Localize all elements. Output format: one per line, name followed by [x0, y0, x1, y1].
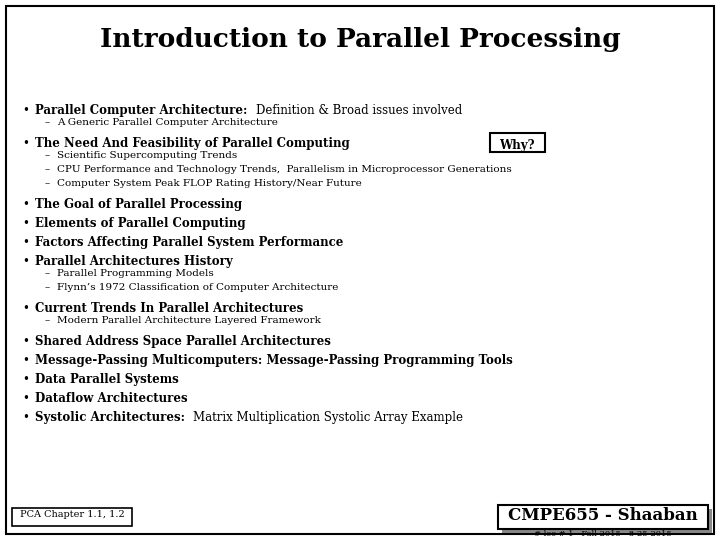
Text: •: • — [22, 354, 29, 367]
Text: Systolic Architectures:: Systolic Architectures: — [35, 411, 193, 424]
Text: Computer System Peak FLOP Rating History/Near Future: Computer System Peak FLOP Rating History… — [57, 179, 361, 188]
Text: Message-Passing Multicomputers: Message-Passing Programming Tools: Message-Passing Multicomputers: Message-… — [35, 354, 513, 367]
Text: –: – — [45, 179, 50, 188]
Bar — [498, 505, 708, 529]
Text: •: • — [22, 217, 29, 230]
Text: Dataflow Architectures: Dataflow Architectures — [35, 392, 188, 405]
Text: •: • — [22, 392, 29, 405]
Text: Parallel Programming Models: Parallel Programming Models — [57, 269, 214, 278]
Text: –: – — [45, 118, 50, 127]
Text: –: – — [45, 269, 50, 278]
Text: Parallel Computer Architecture:: Parallel Computer Architecture: — [35, 104, 256, 117]
Text: –: – — [45, 283, 50, 292]
Text: The Need And Feasibility of Parallel Computing: The Need And Feasibility of Parallel Com… — [35, 137, 350, 150]
Text: •: • — [22, 302, 29, 315]
Text: Introduction to Parallel Processing: Introduction to Parallel Processing — [99, 27, 621, 52]
Text: Definition & Broad issues involved: Definition & Broad issues involved — [256, 104, 462, 117]
Text: •: • — [22, 104, 29, 117]
Text: •: • — [22, 137, 29, 150]
Text: –: – — [45, 165, 50, 174]
Text: –: – — [45, 151, 50, 160]
Text: Modern Parallel Architecture Layered Framework: Modern Parallel Architecture Layered Fra… — [57, 316, 321, 325]
Text: •: • — [22, 373, 29, 386]
Text: Scientific Supercomputing Trends: Scientific Supercomputing Trends — [57, 151, 238, 160]
Bar — [502, 509, 712, 533]
Text: A Generic Parallel Computer Architecture: A Generic Parallel Computer Architecture — [57, 118, 278, 127]
Text: Matrix Multiplication Systolic Array Example: Matrix Multiplication Systolic Array Exa… — [193, 411, 463, 424]
Text: Factors Affecting Parallel System Performance: Factors Affecting Parallel System Perfor… — [35, 236, 343, 249]
Bar — [12, 508, 132, 526]
Text: Elements of Parallel Computing: Elements of Parallel Computing — [35, 217, 246, 230]
Text: The Goal of Parallel Processing: The Goal of Parallel Processing — [35, 198, 242, 211]
Text: PCA Chapter 1.1, 1.2: PCA Chapter 1.1, 1.2 — [19, 510, 125, 519]
Text: # lec # 1   Fall 2015   8-25-2015: # lec # 1 Fall 2015 8-25-2015 — [534, 530, 672, 538]
Text: •: • — [22, 236, 29, 249]
Text: •: • — [22, 411, 29, 424]
Text: CMPE655 - Shaaban: CMPE655 - Shaaban — [508, 507, 698, 524]
Text: Current Trends In Parallel Architectures: Current Trends In Parallel Architectures — [35, 302, 303, 315]
Text: •: • — [22, 198, 29, 211]
Text: Parallel Architectures History: Parallel Architectures History — [35, 255, 233, 268]
Text: Shared Address Space Parallel Architectures: Shared Address Space Parallel Architectu… — [35, 335, 331, 348]
Text: •: • — [22, 335, 29, 348]
Text: Data Parallel Systems: Data Parallel Systems — [35, 373, 179, 386]
Text: Why?: Why? — [499, 139, 535, 152]
Text: Flynn’s 1972 Classification of Computer Architecture: Flynn’s 1972 Classification of Computer … — [57, 283, 338, 292]
Text: CPU Performance and Technology Trends,  Parallelism in Microprocessor Generation: CPU Performance and Technology Trends, P… — [57, 165, 512, 174]
Text: –: – — [45, 316, 50, 325]
Text: •: • — [22, 255, 29, 268]
Bar — [490, 133, 545, 152]
